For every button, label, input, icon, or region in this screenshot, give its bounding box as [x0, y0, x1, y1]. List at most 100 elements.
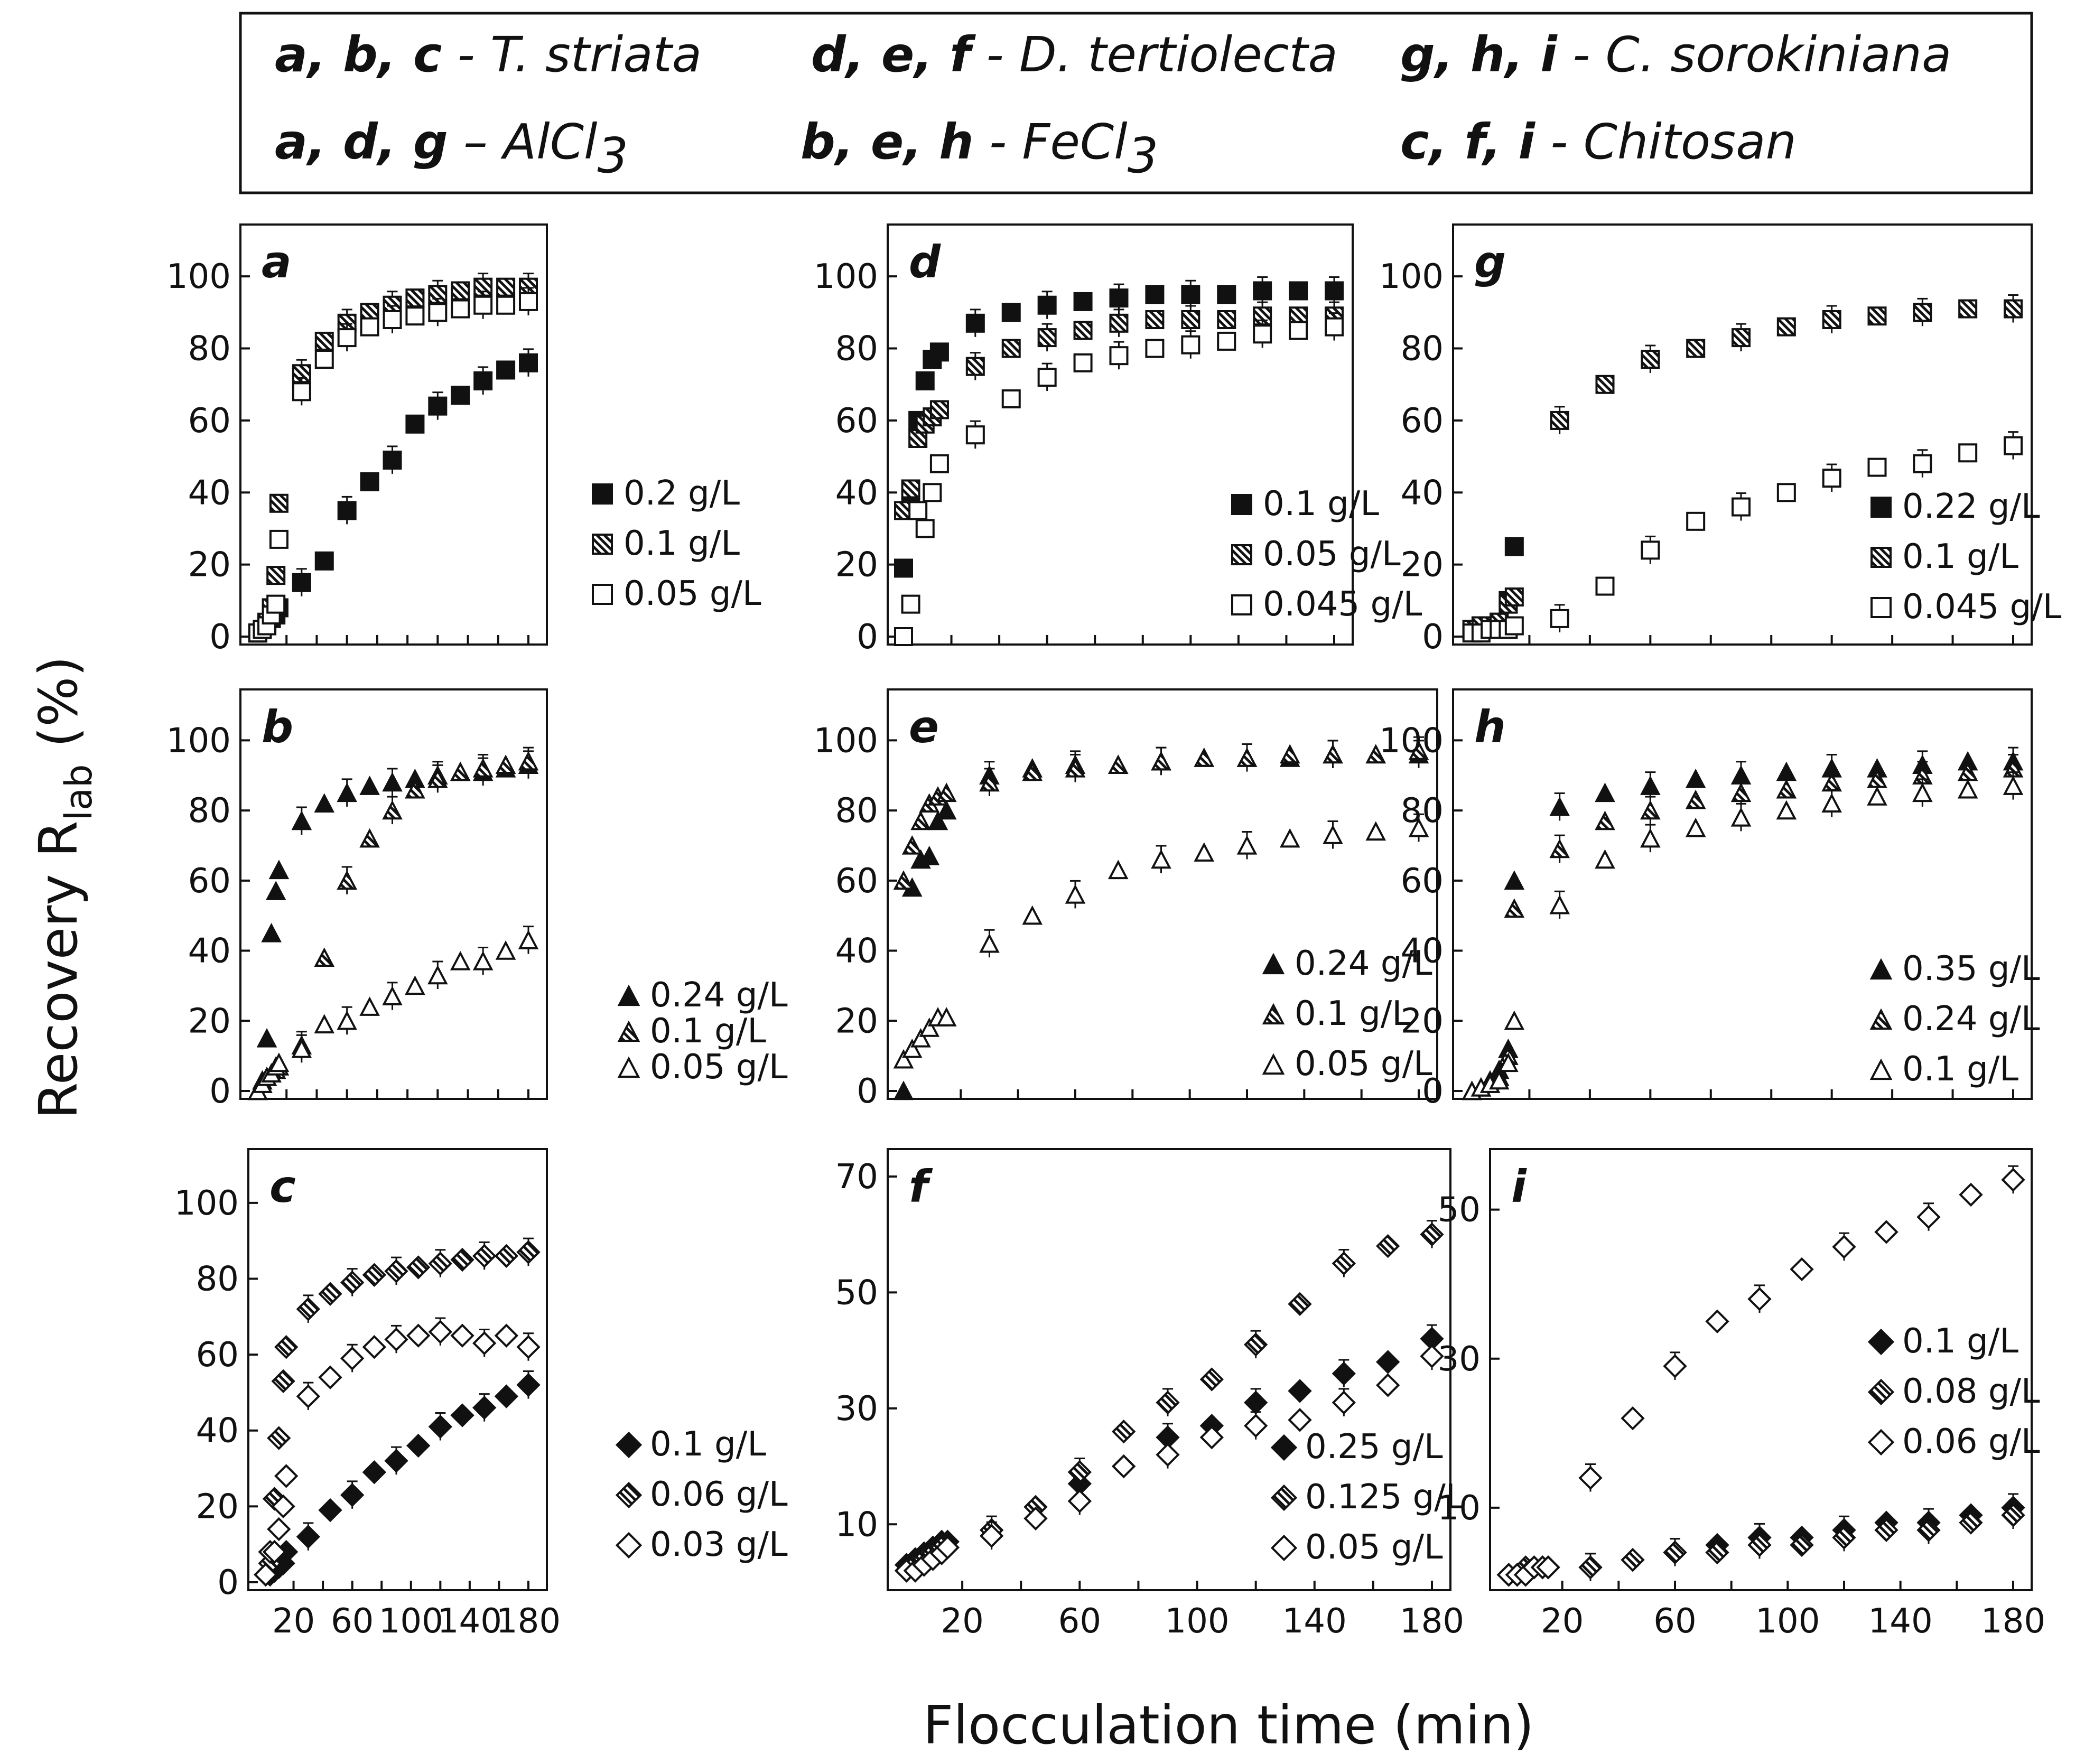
- data-point: [1641, 540, 1660, 560]
- data-point: [1663, 1540, 1687, 1565]
- x-tick-label-i: 60: [1653, 1602, 1696, 1641]
- data-point: [296, 1297, 321, 1321]
- y-tick-label-i: 30: [1438, 1340, 1481, 1379]
- data-point: [893, 870, 914, 890]
- legend-marker: [1867, 1429, 1895, 1456]
- data-point: [256, 1028, 277, 1048]
- data-point: [1323, 825, 1343, 844]
- data-point: [1365, 821, 1386, 841]
- data-point: [1181, 335, 1200, 354]
- y-tick-label-d: 60: [835, 402, 878, 441]
- y-tick-label-e: 80: [835, 791, 878, 830]
- data-point: [929, 400, 949, 419]
- legend-marker: [1867, 1378, 1895, 1406]
- data-point: [450, 1247, 474, 1272]
- legend-label: 0.125 g/L: [1305, 1478, 1465, 1517]
- data-point: [382, 986, 403, 1006]
- data-point: [472, 758, 494, 778]
- data-point: [929, 342, 949, 362]
- legend-row1-col1: a, b, c - T. striata: [275, 26, 702, 83]
- legend-row2-col3: c, f, i - Chitosan: [1400, 114, 1797, 170]
- y-tick-label-a: 40: [188, 473, 231, 512]
- data-point: [1151, 849, 1171, 869]
- y-tick-label-c: 20: [196, 1487, 239, 1526]
- data-point: [473, 295, 493, 315]
- data-point: [1821, 793, 1842, 813]
- data-point: [1705, 1309, 1729, 1333]
- data-point: [340, 1346, 365, 1370]
- y-tick-label-h: 20: [1401, 1002, 1444, 1041]
- legend-label: 0.045 g/L: [1902, 587, 2062, 627]
- y-tick-label-e: 20: [835, 1002, 878, 1041]
- data-point: [267, 1517, 291, 1542]
- plot-frame-g: [1452, 223, 2033, 646]
- data-point: [1549, 796, 1570, 816]
- data-point: [1822, 310, 1841, 329]
- data-point: [472, 1244, 497, 1268]
- series-legend-b: 0.24 g/L0.1 g/L0.05 g/L: [617, 976, 788, 1087]
- data-point: [1595, 810, 1615, 830]
- data-point: [1151, 751, 1171, 771]
- data-point: [1504, 616, 1524, 636]
- data-point: [496, 277, 516, 297]
- panel-label-g: g: [1474, 236, 1506, 288]
- data-point: [384, 1259, 408, 1283]
- x-tick-label-f: 100: [1165, 1602, 1229, 1641]
- data-point: [1253, 324, 1272, 344]
- data-point: [1550, 609, 1569, 628]
- data-point: [1001, 303, 1021, 322]
- data-point: [1595, 576, 1615, 596]
- data-point: [1705, 1540, 1729, 1565]
- data-point: [291, 810, 312, 830]
- y-tick-label-h: 60: [1401, 862, 1444, 901]
- data-point: [406, 1255, 431, 1280]
- data-point: [1253, 281, 1272, 301]
- data-point: [519, 353, 538, 372]
- data-point: [362, 1263, 387, 1287]
- legend-marker: [1262, 1053, 1285, 1075]
- legend-row2-col1: a, d, g – AlCl3: [275, 114, 628, 184]
- data-point: [1194, 842, 1215, 862]
- legend-marker: [592, 483, 613, 505]
- legend-marker: [615, 1481, 643, 1509]
- data-point: [1730, 782, 1752, 802]
- y-tick-label-a: 0: [209, 618, 231, 657]
- data-point: [451, 281, 470, 301]
- data-point: [1375, 1234, 1400, 1258]
- data-point: [901, 1038, 923, 1058]
- data-point: [1065, 884, 1086, 904]
- data-point: [314, 331, 334, 351]
- data-point: [428, 303, 448, 322]
- data-point: [1504, 870, 1525, 890]
- data-point: [1288, 1408, 1312, 1432]
- data-point: [292, 382, 311, 402]
- data-point: [314, 350, 334, 369]
- data-point: [1073, 353, 1093, 372]
- data-point: [1913, 303, 1932, 322]
- data-point: [428, 1320, 453, 1344]
- legend-label: 0.24 g/L: [1295, 944, 1432, 983]
- data-point: [1498, 1052, 1519, 1072]
- y-tick-label-b: 0: [209, 1072, 231, 1111]
- data-point: [919, 845, 940, 865]
- legend-marker: [1231, 494, 1252, 515]
- data-point: [1685, 817, 1706, 837]
- data-point: [314, 793, 335, 813]
- data-point: [337, 501, 357, 520]
- legend-label: 0.06 g/L: [1902, 1422, 2040, 1461]
- data-point: [1111, 1454, 1136, 1479]
- legend-label: 0.22 g/L: [1902, 487, 2040, 526]
- data-point: [340, 1270, 365, 1295]
- data-point: [516, 1373, 541, 1397]
- y-tick-label-a: 100: [166, 257, 231, 296]
- data-point: [1832, 1235, 1856, 1259]
- data-point: [894, 558, 913, 578]
- y-tick-label-e: 60: [835, 862, 878, 901]
- x-tick-label-c: 20: [272, 1602, 315, 1641]
- data-point: [314, 551, 334, 571]
- legend-label: 0.1 g/L: [650, 1425, 766, 1464]
- legend-marker: [592, 534, 613, 555]
- legend-marker: [1867, 1328, 1895, 1356]
- series-a-2: [248, 287, 538, 643]
